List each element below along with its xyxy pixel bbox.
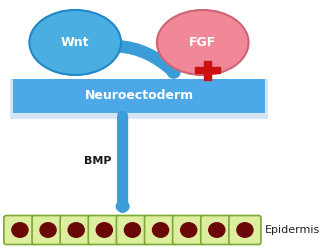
FancyArrow shape [195, 67, 220, 73]
Text: FGF: FGF [189, 36, 216, 49]
Text: BMP: BMP [84, 156, 112, 166]
FancyBboxPatch shape [10, 79, 268, 119]
Ellipse shape [209, 223, 225, 237]
Ellipse shape [124, 223, 141, 237]
Ellipse shape [12, 223, 28, 237]
Text: Epidermis: Epidermis [265, 225, 320, 235]
FancyBboxPatch shape [32, 216, 64, 244]
Text: Neuroectoderm: Neuroectoderm [84, 89, 194, 102]
Text: Wnt: Wnt [61, 36, 90, 49]
Ellipse shape [237, 223, 253, 237]
FancyBboxPatch shape [116, 216, 148, 244]
FancyBboxPatch shape [60, 216, 92, 244]
Ellipse shape [29, 10, 121, 75]
FancyArrow shape [204, 60, 211, 80]
FancyBboxPatch shape [229, 216, 261, 244]
Ellipse shape [40, 223, 56, 237]
FancyBboxPatch shape [13, 79, 265, 112]
FancyBboxPatch shape [4, 216, 36, 244]
FancyBboxPatch shape [145, 216, 177, 244]
Ellipse shape [181, 223, 197, 237]
FancyBboxPatch shape [201, 216, 233, 244]
Ellipse shape [152, 223, 169, 237]
Ellipse shape [157, 10, 249, 75]
FancyBboxPatch shape [173, 216, 205, 244]
Ellipse shape [96, 223, 112, 237]
FancyBboxPatch shape [88, 216, 120, 244]
Ellipse shape [68, 223, 84, 237]
